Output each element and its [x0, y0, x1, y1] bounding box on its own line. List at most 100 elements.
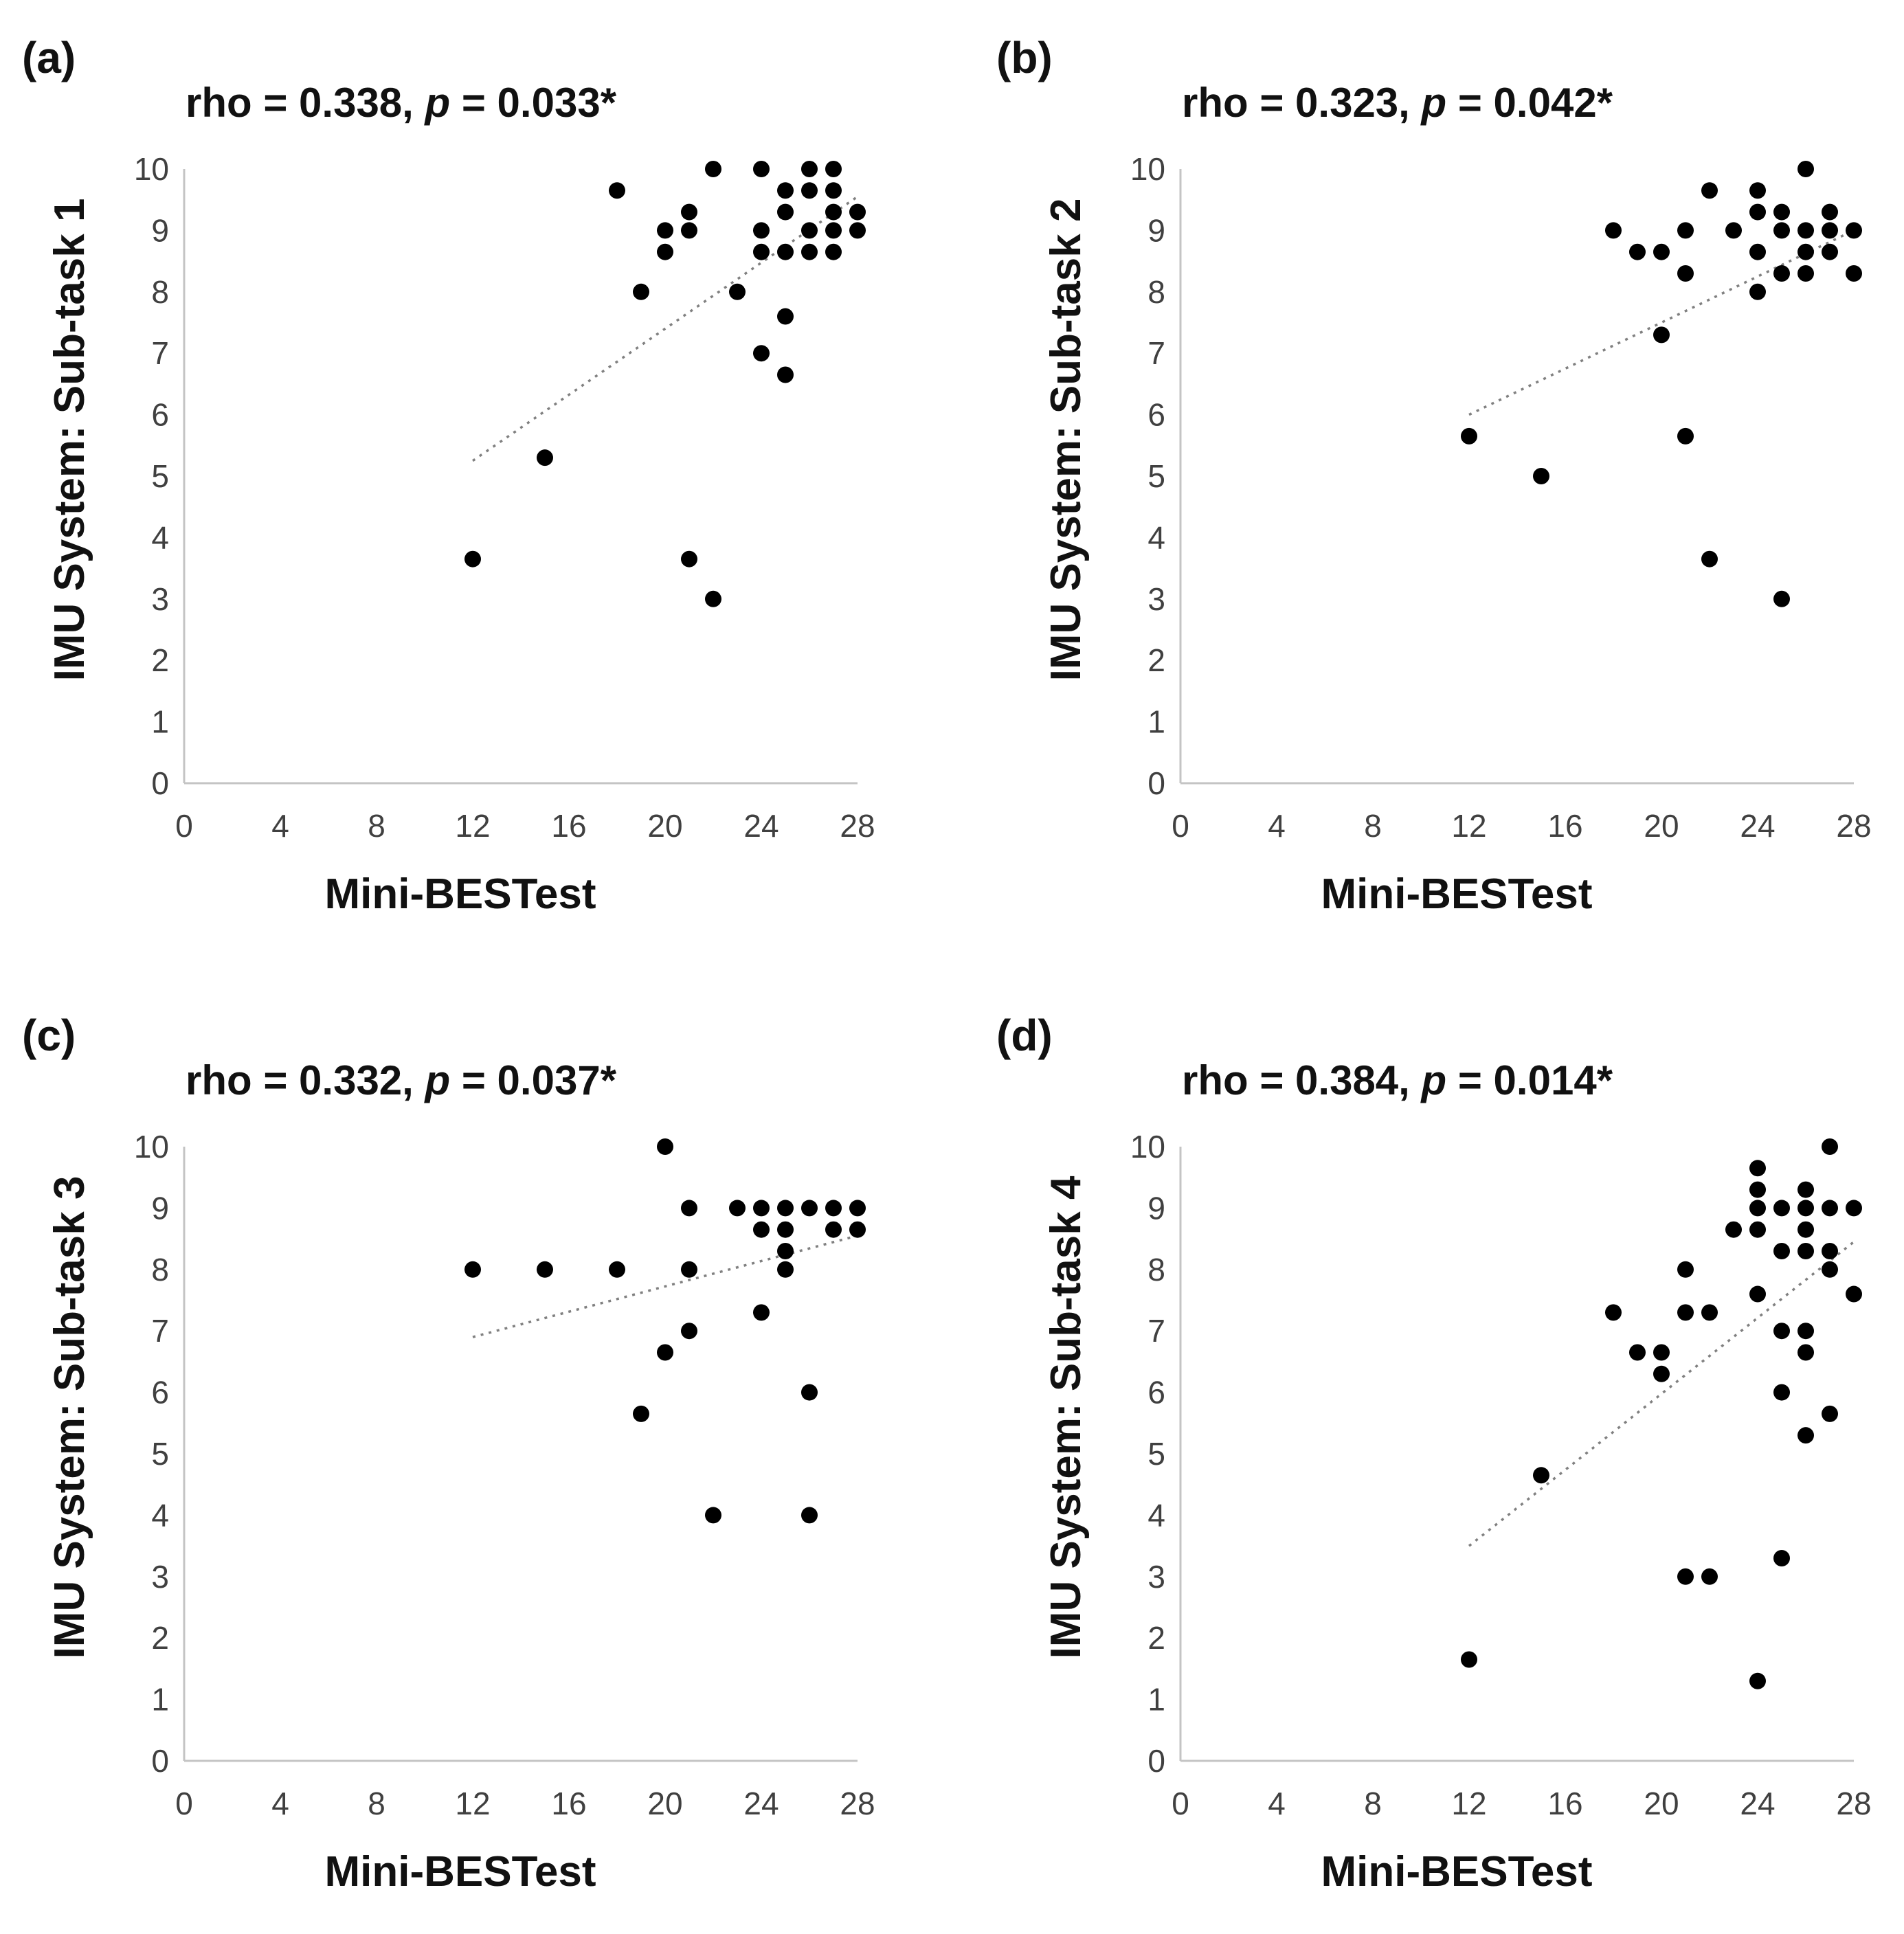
data-point [681, 203, 697, 221]
x-tick-label: 0 [1172, 808, 1189, 844]
x-tick-label: 8 [1364, 1786, 1382, 1821]
data-point [801, 1507, 818, 1524]
panel-d: (d) rho = 0.384, p = 0.014* IMU System: … [996, 1011, 1872, 1896]
y-tick-label: 4 [151, 519, 169, 555]
data-point [681, 1261, 697, 1278]
data-point [1677, 265, 1694, 282]
data-point [464, 550, 481, 567]
x-tick-label: 0 [175, 1786, 193, 1821]
y-tick-label: 10 [134, 151, 169, 187]
x-tick-label: 16 [551, 808, 586, 844]
data-point [1822, 1261, 1838, 1278]
y-tick-label: 7 [151, 1313, 169, 1349]
p-text: = 0.042* [1446, 80, 1613, 126]
x-tick-label: 8 [368, 808, 385, 844]
x-tick-label: 20 [1644, 808, 1679, 844]
x-tick-label: 12 [455, 1786, 490, 1821]
data-point [1749, 1200, 1766, 1217]
y-tick-label: 6 [151, 1375, 169, 1410]
p-symbol: p [1420, 80, 1447, 126]
x-axis-title: Mini-BESTest [325, 870, 596, 918]
data-point [777, 203, 794, 221]
panel-b: (b) rho = 0.323, p = 0.042* IMU System: … [996, 33, 1872, 918]
data-point [1605, 1304, 1622, 1321]
stat-annotation: rho = 0.338, p = 0.033* [186, 80, 617, 126]
data-point [1677, 1261, 1694, 1278]
data-point [1533, 1467, 1549, 1484]
panel-label: (a) [22, 33, 76, 82]
y-tick-label: 0 [1147, 1743, 1165, 1779]
y-tick-label: 9 [151, 1190, 169, 1226]
data-point [1773, 590, 1790, 607]
x-tick-label: 24 [1740, 1786, 1775, 1821]
data-point [681, 1323, 697, 1340]
y-tick-label: 1 [1147, 1682, 1165, 1718]
p-text: = 0.037* [450, 1057, 617, 1103]
data-point [1797, 161, 1814, 177]
y-tick-label: 6 [151, 397, 169, 433]
data-point [657, 222, 673, 239]
x-tick-label: 20 [647, 808, 682, 844]
data-point [1822, 1200, 1838, 1217]
y-tick-label: 6 [1147, 1375, 1165, 1410]
rho-text: rho = 0.332, [186, 1057, 425, 1103]
data-point [777, 1261, 794, 1278]
data-point [1701, 550, 1718, 567]
data-point [657, 1344, 673, 1361]
y-tick-label: 3 [1147, 581, 1165, 617]
data-point [825, 1200, 842, 1217]
y-tick-label: 8 [151, 274, 169, 310]
y-tick-label: 9 [151, 212, 169, 248]
panel-label: (c) [22, 1011, 76, 1060]
x-tick-label: 28 [840, 808, 875, 844]
stat-annotation: rho = 0.323, p = 0.042* [1182, 80, 1613, 126]
data-point [1701, 182, 1718, 199]
y-axis-title: IMU System: Sub-task 3 [46, 1176, 93, 1659]
y-tick-label: 3 [1147, 1559, 1165, 1595]
y-axis-title: IMU System: Sub-task 2 [1042, 199, 1090, 682]
data-point [1677, 1304, 1694, 1321]
data-point [753, 222, 770, 239]
y-tick-label: 7 [151, 335, 169, 371]
y-tick-label: 3 [151, 581, 169, 617]
data-point [753, 1304, 770, 1321]
data-point [1822, 1138, 1838, 1155]
x-tick-label: 28 [840, 1786, 875, 1821]
data-point [681, 550, 697, 567]
data-point [825, 203, 842, 221]
data-point [1749, 182, 1766, 199]
data-point [1629, 243, 1646, 260]
data-point [705, 590, 721, 607]
panel-a: (a) rho = 0.338, p = 0.033* IMU System: … [22, 33, 875, 918]
data-point [1773, 1323, 1790, 1340]
y-tick-label: 2 [151, 1620, 169, 1656]
data-point [777, 366, 794, 383]
x-tick-label: 12 [455, 808, 490, 844]
data-point [777, 1200, 794, 1217]
data-point [1846, 1285, 1862, 1303]
data-point [1749, 1221, 1766, 1238]
y-tick-label: 8 [151, 1252, 169, 1288]
data-point [849, 203, 866, 221]
y-tick-label: 10 [1130, 151, 1165, 187]
rho-text: rho = 0.384, [1182, 1057, 1422, 1103]
x-tick-label: 4 [271, 1786, 289, 1821]
panel-label: (b) [996, 33, 1053, 82]
data-point [1749, 283, 1766, 300]
p-text: = 0.033* [450, 80, 617, 126]
y-tick-label: 2 [1147, 1620, 1165, 1656]
y-tick-label: 0 [151, 765, 169, 801]
data-point [1797, 1323, 1814, 1340]
y-tick-label: 4 [1147, 1497, 1165, 1533]
data-point [1725, 222, 1742, 239]
rho-text: rho = 0.323, [1182, 80, 1422, 126]
data-point [1461, 427, 1477, 445]
data-point [1629, 1344, 1646, 1361]
trendline [472, 195, 858, 462]
data-point [1701, 1304, 1718, 1321]
data-point [777, 308, 794, 325]
data-point [1797, 1221, 1814, 1238]
trendline [1468, 1241, 1855, 1547]
y-axis-title: IMU System: Sub-task 4 [1042, 1176, 1090, 1658]
panel-c: (c) rho = 0.332, p = 0.037* IMU System: … [22, 1011, 875, 1896]
